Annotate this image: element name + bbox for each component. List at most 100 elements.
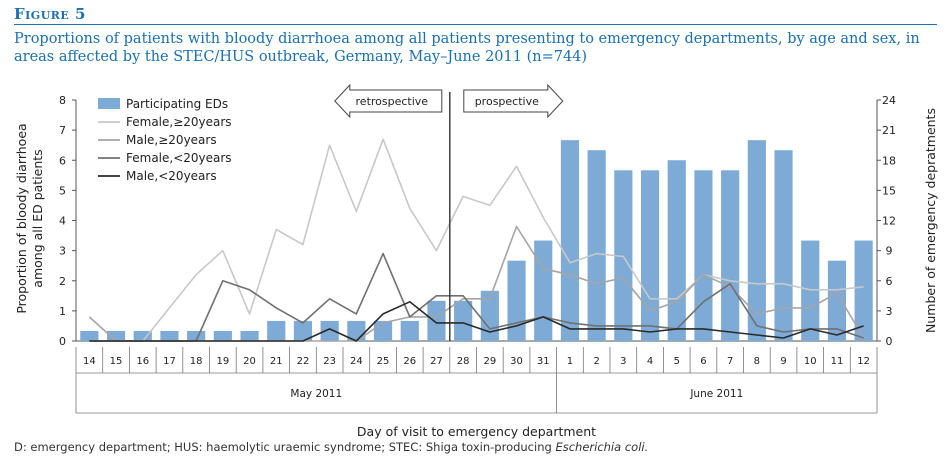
- legend-label: Female,<20years: [126, 151, 232, 165]
- bar: [320, 320, 339, 341]
- footnote: D: emergency department; HUS: haemolytic…: [14, 440, 648, 454]
- y-axis-title: Proportion of bloody diarrhoeaamong all …: [14, 123, 45, 313]
- bar: [454, 300, 473, 341]
- legend-label: Participating EDs: [126, 97, 228, 111]
- bar: [507, 260, 526, 341]
- bar: [213, 330, 232, 341]
- y2-tick-label: 18: [882, 154, 896, 167]
- y-tick-label: 8: [59, 94, 66, 107]
- bar: [133, 330, 152, 341]
- bar: [160, 330, 179, 341]
- x-tick-label: 10: [804, 356, 817, 367]
- legend-swatch: [98, 98, 120, 109]
- y-axis-title-line: Proportion of bloody diarrhoea: [14, 123, 29, 313]
- y2-tick-label: 3: [886, 305, 893, 318]
- x-tick-label: 7: [727, 356, 733, 367]
- y2-tick-label: 21: [882, 124, 896, 137]
- x-tick-label: 31: [537, 356, 550, 367]
- month-label: May 2011: [290, 388, 342, 400]
- legend-label: Male,≥20years: [126, 133, 217, 147]
- bar: [240, 330, 259, 341]
- bar: [747, 140, 766, 341]
- y-tick-label: 0: [59, 335, 66, 348]
- x-tick-label: 6: [700, 356, 706, 367]
- figure-title: Proportions of patients with bloody diar…: [14, 31, 920, 65]
- series-line: [89, 252, 864, 342]
- x-tick-label: 29: [483, 356, 496, 367]
- x-tick-label: 2: [593, 356, 599, 367]
- x-tick-label: 4: [647, 356, 653, 367]
- y-tick-label: 7: [59, 124, 66, 137]
- x-tick-label: 12: [857, 356, 870, 367]
- bar: [614, 170, 633, 341]
- x-tick-label: 21: [270, 356, 283, 367]
- y-tick-label: 6: [59, 154, 66, 167]
- y2-tick-label: 0: [886, 335, 893, 348]
- line-series: [88, 138, 865, 342]
- chart-annotations: retrospective prospective: [334, 83, 564, 341]
- retrospective-arrow: [334, 83, 443, 119]
- x-tick-label: 3: [620, 356, 626, 367]
- series-line: [89, 300, 864, 342]
- y2-tick-label: 24: [882, 94, 896, 107]
- bar: [80, 330, 99, 341]
- y2-tick-label: 15: [882, 184, 896, 197]
- bar: [373, 320, 393, 341]
- bar: [774, 150, 793, 341]
- bar: [400, 320, 419, 341]
- x-tick-label: 16: [136, 356, 149, 367]
- legend-label: Female,≥20years: [126, 115, 232, 129]
- x-tick-label: 1: [567, 356, 573, 367]
- bar: [587, 150, 606, 341]
- series-line: [89, 138, 864, 342]
- bar: [694, 170, 713, 341]
- bar: [801, 240, 820, 341]
- x-tick-label: 27: [430, 356, 443, 367]
- y-axis-title-line: among all ED patients: [30, 149, 45, 287]
- y-tick-label: 2: [59, 275, 66, 288]
- x-tick-label: 15: [110, 356, 123, 367]
- x-tick-label: 19: [216, 356, 229, 367]
- y-tick-label: 3: [59, 245, 66, 258]
- x-tick-label: 26: [403, 356, 416, 367]
- y2-tick-label: 12: [882, 215, 896, 228]
- x-tick-label: 24: [350, 356, 363, 367]
- bar: [106, 330, 126, 341]
- x-tick-label: 23: [323, 356, 336, 367]
- x-tick-label: 8: [754, 356, 760, 367]
- y2-tick-label: 6: [886, 275, 893, 288]
- bar: [293, 320, 313, 341]
- figure-rule: [14, 24, 937, 25]
- footnote-text: D: emergency department; HUS: haemolytic…: [14, 440, 556, 454]
- x-tick-label: 9: [780, 356, 786, 367]
- x-tick-label: 5: [674, 356, 680, 367]
- prospective-arrow: [463, 83, 564, 119]
- chart-legend: Participating EDs Female,≥20years Male,≥20…: [98, 97, 232, 183]
- bar: [854, 240, 873, 341]
- bar: [721, 170, 740, 341]
- prospective-label: prospective: [475, 95, 539, 108]
- y2-tick-label: 9: [886, 245, 893, 258]
- bar: [667, 160, 686, 341]
- x-tick-label: 22: [297, 356, 310, 367]
- y-tick-label: 5: [59, 184, 66, 197]
- bar: [640, 170, 660, 341]
- y-tick-label: 1: [59, 305, 66, 318]
- y2-axis-title: Number of emergency depratments: [923, 108, 938, 333]
- x-tick-label: 14: [83, 356, 96, 367]
- figure-label: Figure 5: [14, 5, 86, 23]
- x-axis: 14 15 16 17 18 19 20 21 22 23 24 25 26 27 28 29 30 31 1 2 3 4…: [75, 347, 878, 439]
- series-line: [88, 225, 865, 342]
- x-axis-title: Day of visit to emergency department: [357, 424, 596, 439]
- x-tick-label: 28: [457, 356, 470, 367]
- footnote-italic: Escherichia coli.: [555, 440, 649, 454]
- bar: [827, 260, 847, 341]
- x-tick-label: 18: [190, 356, 203, 367]
- y-tick-label: 4: [59, 215, 66, 228]
- x-tick-label: 20: [243, 356, 256, 367]
- bar: [560, 140, 580, 341]
- legend-label: Male,<20years: [126, 169, 217, 183]
- bar: [534, 240, 553, 341]
